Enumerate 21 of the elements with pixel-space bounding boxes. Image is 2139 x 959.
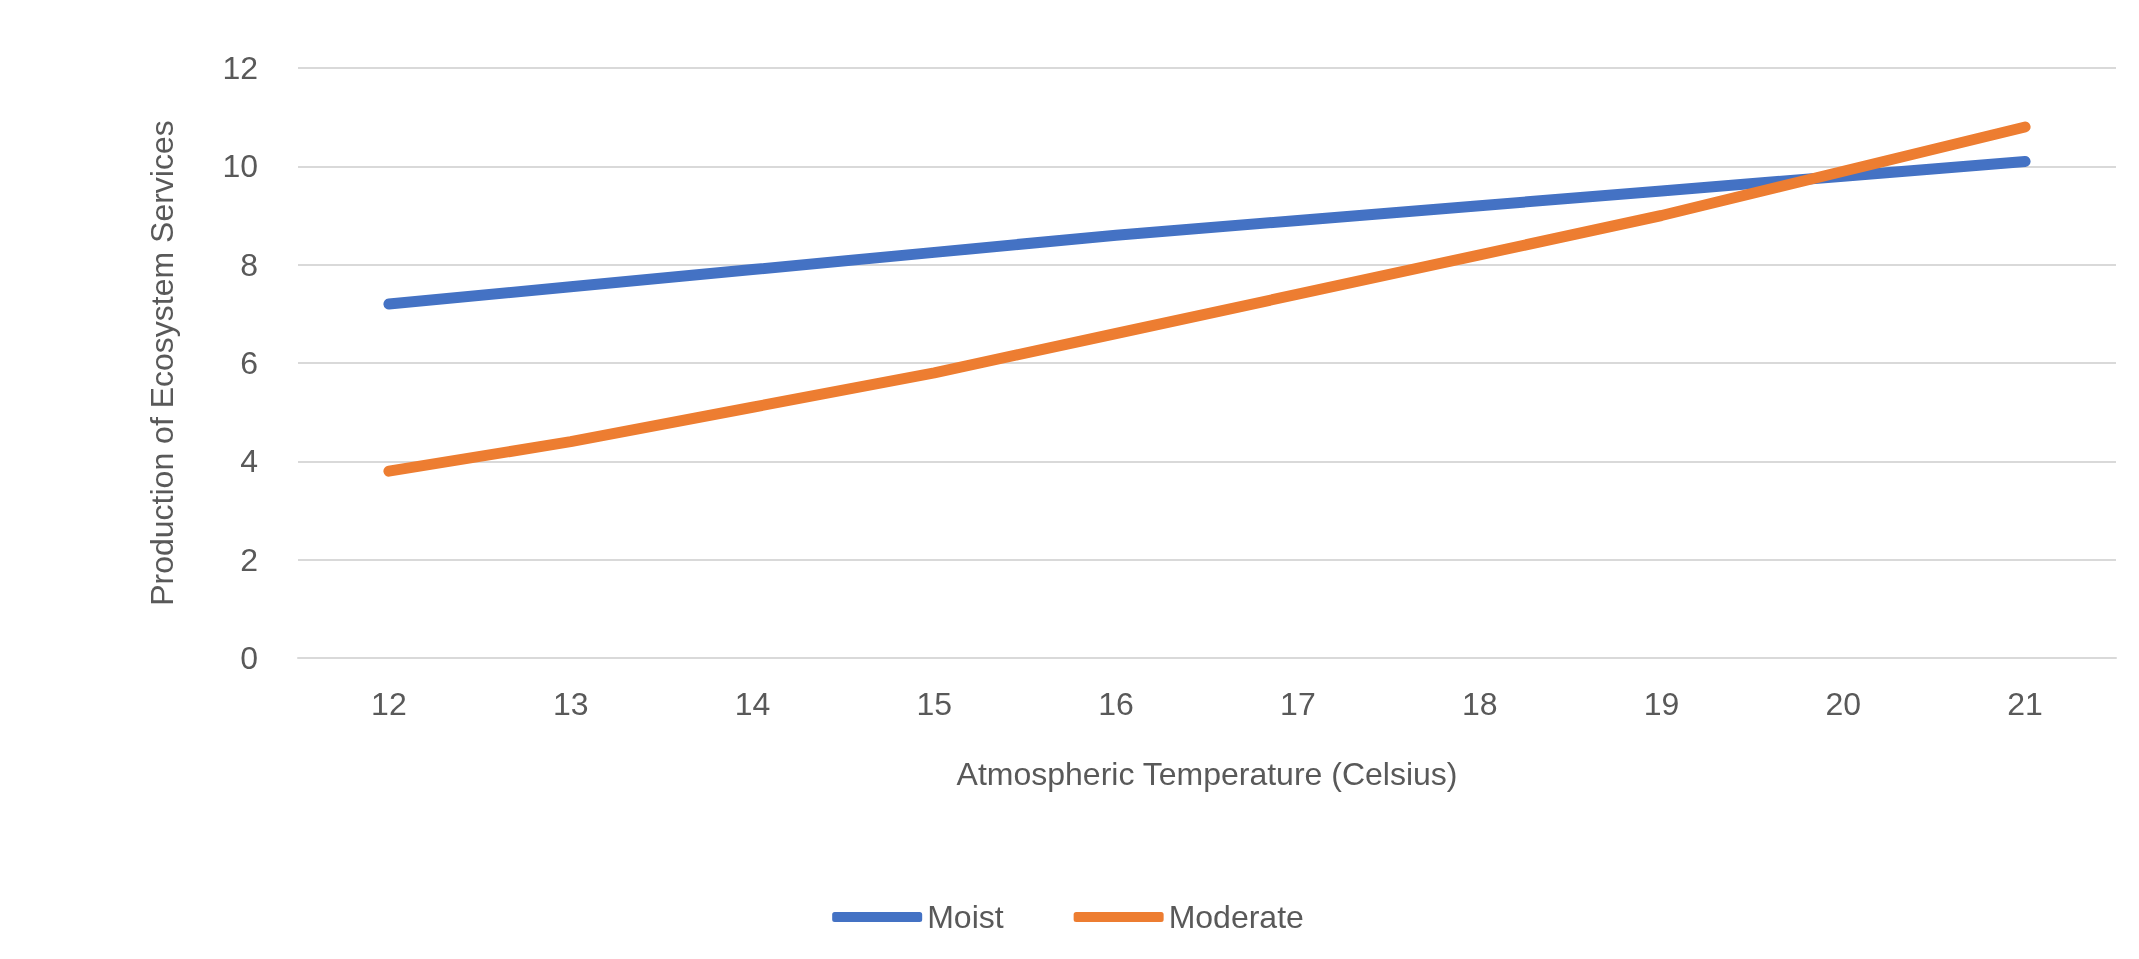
y-tick-label: 0 (240, 640, 258, 676)
x-tick-label: 14 (734, 686, 771, 722)
x-tick-label: 12 (371, 686, 407, 722)
x-axis-title: Atmospheric Temperature (Celsius) (956, 756, 1458, 792)
y-tick-label: 2 (240, 541, 258, 578)
legend-label: Moist (927, 899, 1004, 935)
x-tick-label: 21 (2007, 686, 2043, 722)
legend-label: Moderate (1168, 899, 1304, 935)
y-tick-label: 10 (222, 148, 258, 185)
x-tick-label: 18 (1461, 686, 1498, 722)
y-tick-label: 8 (240, 246, 258, 283)
y-tick-label: 6 (240, 345, 258, 381)
x-tick-label: 17 (1280, 686, 1316, 722)
x-tick-label: 15 (916, 686, 953, 722)
x-tick-label: 20 (1825, 686, 1862, 722)
y-tick-label: 12 (222, 50, 258, 86)
y-tick-label: 4 (240, 443, 258, 480)
x-tick-label: 19 (1643, 686, 1680, 722)
x-tick-label: 16 (1098, 686, 1134, 722)
y-axis-title: Production of Ecosystem Services (144, 120, 180, 606)
x-tick-label: 13 (552, 686, 589, 722)
